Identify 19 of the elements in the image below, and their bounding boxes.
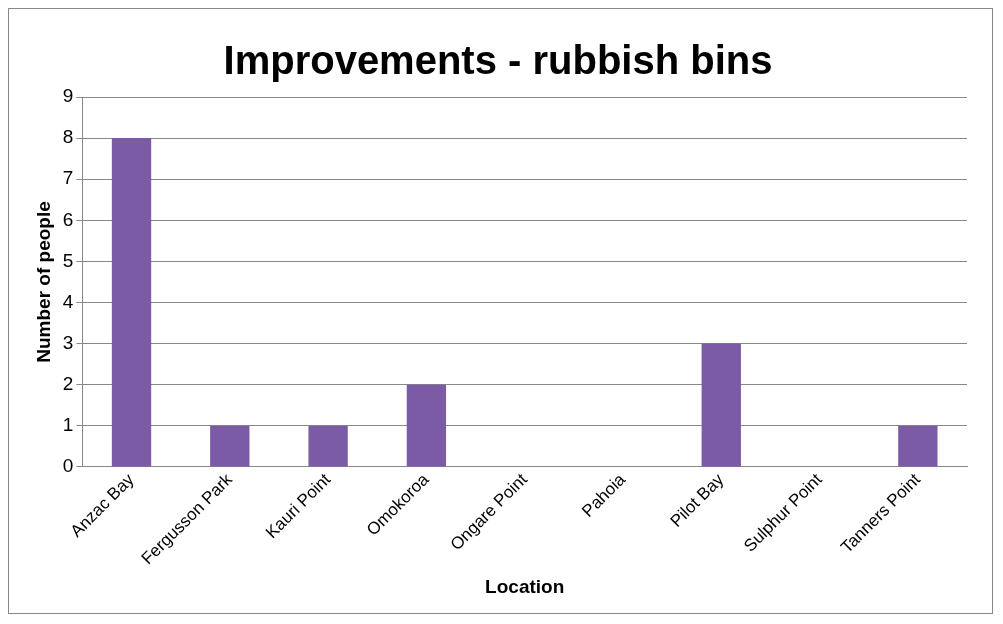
y-tick-label: 1 (62, 414, 74, 436)
y-tick-label: 9 (62, 85, 74, 107)
y-tick-label: 4 (62, 290, 74, 312)
bar (111, 138, 152, 467)
bar (406, 384, 447, 467)
y-axis-title: Number of people (32, 201, 54, 363)
y-tick-label: 0 (62, 455, 74, 477)
y-tick-label: 8 (62, 126, 74, 148)
y-tick-label: 7 (62, 167, 74, 189)
bar (898, 425, 938, 467)
bar (210, 425, 250, 467)
x-axis-title: Location (485, 575, 565, 597)
bar (308, 425, 348, 467)
y-tick-label: 2 (62, 372, 74, 394)
y-tick-label: 3 (62, 331, 74, 353)
chart-title: Improvements - rubbish bins (223, 38, 773, 83)
y-tick-label: 6 (62, 208, 74, 230)
bar (701, 343, 741, 467)
y-tick-label: 5 (62, 249, 74, 271)
